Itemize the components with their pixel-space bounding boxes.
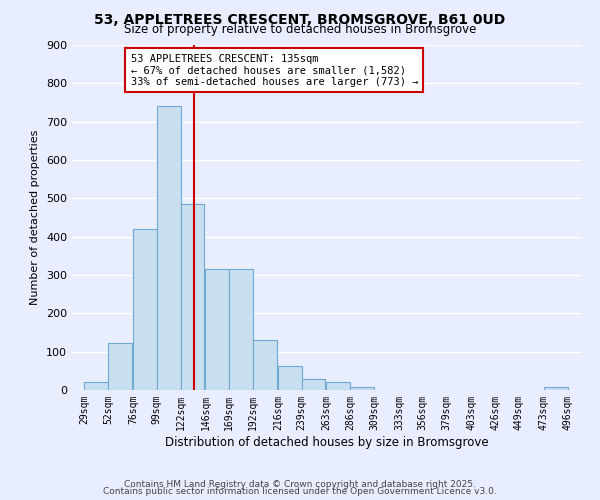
Bar bbox=[253, 340, 277, 390]
Bar bbox=[229, 269, 253, 390]
Text: 53, APPLETREES CRESCENT, BROMSGROVE, B61 0UD: 53, APPLETREES CRESCENT, BROMSGROVE, B61… bbox=[94, 12, 506, 26]
Text: Contains HM Land Registry data © Crown copyright and database right 2025.: Contains HM Land Registry data © Crown c… bbox=[124, 480, 476, 489]
Bar bbox=[85, 382, 108, 390]
Bar bbox=[205, 269, 229, 390]
Bar bbox=[302, 378, 325, 390]
Y-axis label: Number of detached properties: Number of detached properties bbox=[31, 130, 40, 305]
Bar bbox=[544, 387, 568, 390]
Bar bbox=[350, 387, 374, 390]
X-axis label: Distribution of detached houses by size in Bromsgrove: Distribution of detached houses by size … bbox=[165, 436, 489, 448]
Bar bbox=[278, 366, 302, 390]
Bar bbox=[157, 106, 181, 390]
Bar bbox=[133, 229, 157, 390]
Bar bbox=[181, 204, 205, 390]
Text: Size of property relative to detached houses in Bromsgrove: Size of property relative to detached ho… bbox=[124, 22, 476, 36]
Text: 53 APPLETREES CRESCENT: 135sqm
← 67% of detached houses are smaller (1,582)
33% : 53 APPLETREES CRESCENT: 135sqm ← 67% of … bbox=[131, 54, 418, 87]
Text: Contains public sector information licensed under the Open Government Licence v3: Contains public sector information licen… bbox=[103, 487, 497, 496]
Bar bbox=[108, 343, 132, 390]
Bar bbox=[326, 382, 350, 390]
